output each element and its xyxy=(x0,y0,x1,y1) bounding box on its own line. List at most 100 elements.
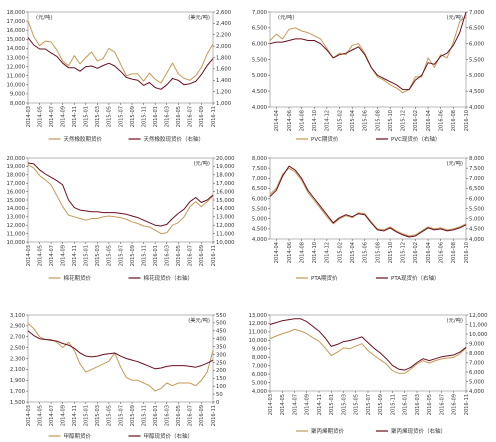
chart-5-x-tick-label: 2016-03 xyxy=(165,405,171,426)
chart-1-left-tick-label: 14,000 xyxy=(6,46,25,52)
chart-4-left-tick-label: 6,500 xyxy=(252,186,268,192)
chart-2-x-tick-label: 2016-04 xyxy=(426,110,432,131)
chart-4-right-tick-label: 6,000 xyxy=(469,196,485,202)
chart-2-right-tick-label: 7,000 xyxy=(469,10,485,16)
chart-4-right-tick-label: 8,000 xyxy=(469,156,485,162)
chart-2-legend-futures-label: PVC期货价 xyxy=(311,135,339,143)
chart-5-legend-spot-label: 甲醇现货价（右轴） xyxy=(144,432,194,440)
chart-4-x-tick-label: 2014-06 xyxy=(287,242,293,263)
chart-4-left-tick-label: 5,000 xyxy=(252,217,268,223)
chart-4-futures-line xyxy=(269,167,467,237)
chart-1-left-tick-label: 8,000 xyxy=(10,101,26,107)
chart-5-right-tick-label: 550 xyxy=(216,313,227,319)
chart-2-x-tick-label: 2015-04 xyxy=(350,110,356,131)
chart-5-left-tick-label: 1,700 xyxy=(10,389,26,395)
chart-2-left-tick-label: 4,000 xyxy=(252,105,268,111)
chart-5-x-tick-label: 2016-05 xyxy=(176,405,182,426)
chart-2-left-tick-label: 6,500 xyxy=(252,26,268,32)
chart-2-spot-line xyxy=(269,11,467,91)
chart-2-x-tick-label: 2015-10 xyxy=(388,110,394,131)
chart-4-right-tick-label: 5,500 xyxy=(469,206,485,212)
chart-4-right-tick-label: 6,500 xyxy=(469,186,485,192)
chart-1-left-tick-label: 13,000 xyxy=(6,55,25,61)
chart-2-x-tick-label: 2014-06 xyxy=(287,110,293,131)
chart-6-left-tick-label: 11,000 xyxy=(248,330,267,336)
chart-3-right-tick-label: 12,000 xyxy=(216,223,235,229)
chart-3-x-tick-label: 2014-05 xyxy=(37,245,43,266)
chart-1-right-tick-label: 2,200 xyxy=(216,33,232,39)
chart-1-left-tick-label: 10,000 xyxy=(6,83,25,89)
chart-4-right-tick-label: 7,000 xyxy=(469,176,485,182)
chart-4-x-tick-label: 2015-06 xyxy=(363,242,369,263)
chart-1-left-tick-label: 15,000 xyxy=(6,37,25,43)
chart-4-x-tick-label: 2014-12 xyxy=(325,242,331,263)
chart-3-x-tick-label: 2015-05 xyxy=(107,245,113,266)
chart-3-left-tick-label: 19,000 xyxy=(6,164,25,170)
chart-4-left-tick-label: 6,000 xyxy=(252,196,268,202)
chart-2-right-tick-label: 5,500 xyxy=(469,57,485,63)
chart-6-left-tick-label: 8,000 xyxy=(252,355,268,361)
chart-2-right-tick-label: 6,500 xyxy=(469,26,485,32)
chart-3-left-tick-label: 13,000 xyxy=(6,215,25,221)
chart-2-left-tick-label: 5,500 xyxy=(252,57,268,63)
chart-5-right-tick-label: 400 xyxy=(216,337,227,343)
chart-6-x-tick-label: 2015-09 xyxy=(378,394,384,415)
chart-4-x-tick-label: 2015-02 xyxy=(337,242,343,263)
chart-4-left-tick-label: 8,000 xyxy=(252,156,268,162)
chart-4-x-tick-label: 2014-10 xyxy=(312,242,318,263)
chart-2-x-tick-label: 2016-02 xyxy=(413,110,419,131)
chart-4-left-tick-label: 7,500 xyxy=(252,166,268,172)
chart-3-x-tick-label: 2015-09 xyxy=(130,245,136,266)
chart-6-x-tick-label: 2016-01 xyxy=(403,394,409,415)
chart-1-right-unit-label: (美元/吨) xyxy=(188,13,210,21)
chart-5-x-tick-label: 2015-05 xyxy=(107,405,113,426)
chart-5-right-tick-label: 0 xyxy=(216,400,220,406)
chart-3-right-tick-label: 13,000 xyxy=(216,215,235,221)
chart-1-x-tick-label: 2016-09 xyxy=(199,106,205,127)
chart-4-right-unit-label: (元/吨) xyxy=(446,159,463,167)
chart-2-x-tick-label: 2014-12 xyxy=(325,110,331,131)
chart-5-x-tick-label: 2015-11 xyxy=(141,405,147,426)
chart-1-legend-futures-label: 天然橡胶期货价 xyxy=(64,135,103,143)
chart-3-left-tick-label: 12,000 xyxy=(6,223,25,229)
chart-5-x-tick-label: 2016-09 xyxy=(199,405,205,426)
chart-3-x-tick-label: 2016-05 xyxy=(176,245,182,266)
chart-3-x-tick-label: 2015-03 xyxy=(95,245,101,266)
chart-2-left-tick-label: 7,000 xyxy=(252,10,268,16)
chart-6-legend-spot-label: 聚丙烯现货价（右轴） xyxy=(391,427,446,435)
chart-3-plot-frame xyxy=(27,157,214,243)
chart-1-right-tick-label: 1,400 xyxy=(216,78,232,84)
chart-1-left-unit-label: (元/吨) xyxy=(36,13,53,21)
chart-4-left-tick-label: 5,500 xyxy=(252,206,268,212)
chart-5-left-tick-label: 2,300 xyxy=(10,356,26,362)
chart-2-futures-line xyxy=(269,16,467,94)
chart-1-x-tick-label: 2015-03 xyxy=(95,106,101,127)
chart-2-x-tick-label: 2015-08 xyxy=(375,110,381,131)
chart-3-x-tick-label: 2014-11 xyxy=(72,245,78,266)
chart-3-x-tick-label: 2016-07 xyxy=(188,245,194,266)
chart-1-right-tick-label: 2,400 xyxy=(216,21,232,27)
chart-3-right-tick-label: 11,000 xyxy=(216,231,235,237)
chart-1-x-tick-label: 2016-03 xyxy=(165,106,171,127)
chart-1-right-tick-label: 1,800 xyxy=(216,55,232,61)
chart-3-left-tick-label: 10,000 xyxy=(6,240,25,246)
chart-3-right-tick-label: 17,000 xyxy=(216,181,235,187)
chart-4-right-tick-label: 5,000 xyxy=(469,217,485,223)
chart-3-left-tick-label: 18,000 xyxy=(6,173,25,179)
chart-5-x-tick-label: 2016-07 xyxy=(188,405,194,426)
chart-5-left-tick-label: 1,900 xyxy=(10,378,26,384)
chart-6-x-tick-label: 2015-07 xyxy=(366,394,372,415)
chart-2-x-tick-label: 2014-08 xyxy=(299,110,305,131)
chart-6-right-tick-label: 11,000 xyxy=(469,322,488,328)
chart-1-left-tick-label: 16,000 xyxy=(6,28,25,34)
chart-4-x-tick-label: 2015-04 xyxy=(350,242,356,263)
chart-1-left-tick-label: 17,000 xyxy=(6,19,25,25)
chart-4-left-tick-label: 4,000 xyxy=(252,237,268,243)
chart-5-right-tick-label: 100 xyxy=(216,384,227,390)
chart-3-x-tick-label: 2014-07 xyxy=(49,245,55,266)
chart-5-plot-frame xyxy=(27,314,214,403)
chart-5-right-tick-label: 350 xyxy=(216,344,227,350)
chart-2-x-tick-label: 2014-10 xyxy=(312,110,318,131)
chart-1-x-tick-label: 2014-11 xyxy=(72,106,78,127)
